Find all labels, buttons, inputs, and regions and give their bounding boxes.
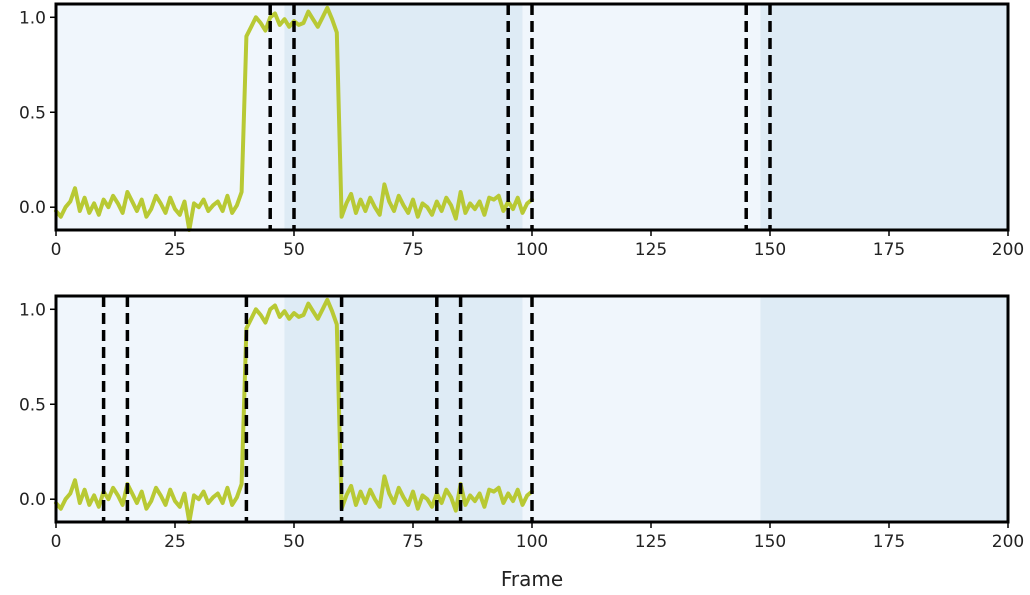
background-band-dark	[760, 296, 1008, 522]
background-band-dark	[760, 4, 1008, 230]
x-tick-label: 125	[635, 532, 667, 552]
signal-line	[54, 297, 534, 524]
x-tick-label: 125	[635, 240, 667, 260]
top-panel: 0 25 50 75 100 125 150 175 200 0.0 0.5 1.0	[19, 2, 1024, 260]
x-axis-label: Frame	[501, 567, 563, 591]
x-tick-label: 25	[164, 532, 186, 552]
y-tick-label: 0.0	[19, 490, 46, 510]
x-tick-label: 50	[283, 532, 305, 552]
background-band-light	[522, 4, 761, 230]
x-tick-label: 150	[754, 532, 786, 552]
x-tick-label: 75	[402, 532, 424, 552]
background-band-dark	[284, 296, 523, 522]
x-tick-label: 175	[873, 240, 905, 260]
y-tick-label: 0.5	[19, 103, 46, 123]
x-tick-label: 0	[51, 532, 62, 552]
x-tick-label: 25	[164, 240, 186, 260]
y-tick-label: 0.0	[19, 198, 46, 218]
x-tick-label: 0	[51, 240, 62, 260]
y-tick-label: 0.5	[19, 395, 46, 415]
x-tick-label: 75	[402, 240, 424, 260]
x-tick-label: 100	[516, 240, 548, 260]
x-tick-label: 200	[992, 240, 1024, 260]
x-tick-label: 175	[873, 532, 905, 552]
y-tick-label: 1.0	[19, 8, 46, 28]
background-band-dark	[284, 4, 523, 230]
x-tick-label: 200	[992, 532, 1024, 552]
x-tick-label: 150	[754, 240, 786, 260]
x-tick-label: 50	[283, 240, 305, 260]
x-tick-label: 100	[516, 532, 548, 552]
y-tick-label: 1.0	[19, 300, 46, 320]
background-band-light	[522, 296, 761, 522]
bottom-panel: 0 25 50 75 100 125 150 175 200 0.0 0.5 1.0	[19, 294, 1024, 552]
